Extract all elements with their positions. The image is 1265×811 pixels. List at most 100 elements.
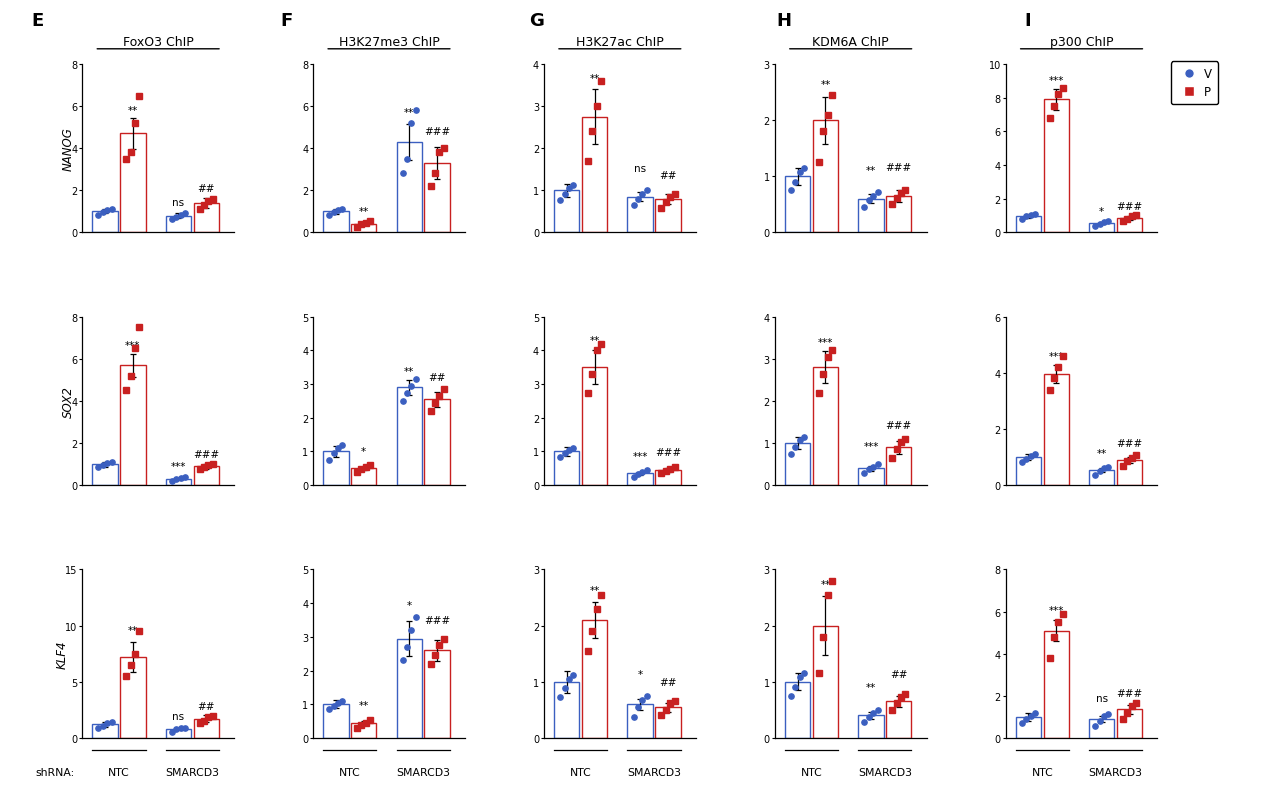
Text: E: E — [32, 12, 44, 30]
Text: **: ** — [404, 367, 415, 376]
Text: *: * — [1099, 206, 1104, 217]
Bar — [655, 470, 681, 486]
Bar — [92, 465, 118, 486]
Bar — [92, 724, 118, 738]
Text: ##: ## — [891, 669, 907, 679]
Text: *: * — [638, 669, 643, 679]
Text: ns: ns — [172, 711, 185, 721]
Text: **: ** — [128, 624, 138, 635]
Text: G: G — [529, 12, 544, 30]
Title: KDM6A ChIP: KDM6A ChIP — [812, 36, 889, 49]
Text: ##: ## — [197, 701, 215, 711]
Bar — [812, 368, 837, 486]
Bar — [554, 682, 579, 738]
Text: ###: ### — [1117, 202, 1142, 212]
Bar — [120, 135, 145, 234]
Bar — [1016, 457, 1041, 486]
Bar — [1117, 461, 1142, 486]
Text: ###: ### — [1117, 439, 1142, 448]
Bar — [1016, 217, 1041, 234]
Text: SMARCD3: SMARCD3 — [166, 766, 219, 777]
Bar — [120, 366, 145, 486]
Text: **: ** — [1097, 448, 1107, 458]
Text: **: ** — [589, 585, 600, 595]
Bar — [858, 469, 883, 486]
Bar — [352, 723, 377, 738]
Text: **: ** — [404, 108, 415, 118]
Text: ***: *** — [817, 337, 834, 348]
Bar — [397, 639, 423, 738]
Text: SMARCD3: SMARCD3 — [858, 766, 912, 777]
Text: SMARCD3: SMARCD3 — [1089, 766, 1142, 777]
Text: ***: *** — [1049, 352, 1064, 362]
Title: p300 ChIP: p300 ChIP — [1050, 36, 1113, 49]
Text: NTC: NTC — [108, 766, 130, 777]
Bar — [554, 191, 579, 234]
Bar — [352, 469, 377, 486]
Bar — [194, 719, 219, 738]
Text: ###: ### — [1117, 688, 1142, 698]
Bar — [627, 704, 653, 738]
Bar — [166, 479, 191, 486]
Bar — [166, 729, 191, 738]
Title: FoxO3 ChIP: FoxO3 ChIP — [123, 36, 194, 49]
Bar — [886, 197, 912, 234]
Bar — [1117, 710, 1142, 738]
Text: ###: ### — [424, 616, 450, 625]
Bar — [92, 212, 118, 234]
Text: ns: ns — [1095, 693, 1108, 703]
Bar — [1016, 717, 1041, 738]
Text: ###: ### — [655, 447, 681, 457]
Bar — [886, 448, 912, 486]
Text: ***: *** — [125, 341, 140, 351]
Bar — [425, 400, 450, 486]
Text: **: ** — [865, 166, 877, 176]
Bar — [784, 682, 810, 738]
Text: shRNA:: shRNA: — [35, 766, 75, 777]
Bar — [627, 197, 653, 234]
Bar — [1117, 219, 1142, 234]
Y-axis label: KLF4: KLF4 — [56, 640, 68, 668]
Bar — [194, 466, 219, 486]
Bar — [858, 200, 883, 234]
Bar — [1089, 719, 1114, 738]
Text: **: ** — [865, 682, 877, 692]
Title: H3K27ac ChIP: H3K27ac ChIP — [576, 36, 664, 49]
Title: H3K27me3 ChIP: H3K27me3 ChIP — [339, 36, 439, 49]
Bar — [425, 164, 450, 234]
Text: *: * — [361, 446, 367, 456]
Bar — [582, 118, 607, 234]
Bar — [1044, 375, 1069, 486]
Text: **: ** — [589, 74, 600, 84]
Bar — [323, 704, 348, 738]
Bar — [120, 657, 145, 738]
Text: NTC: NTC — [339, 766, 361, 777]
Text: **: ** — [128, 105, 138, 115]
Text: NTC: NTC — [569, 766, 592, 777]
Bar — [554, 452, 579, 486]
Text: ###: ### — [194, 449, 219, 459]
Text: **: ** — [820, 80, 831, 90]
Text: SMARCD3: SMARCD3 — [627, 766, 681, 777]
Bar — [582, 620, 607, 738]
Bar — [655, 707, 681, 738]
Text: ###: ### — [424, 127, 450, 136]
Bar — [784, 177, 810, 234]
Bar — [323, 212, 348, 234]
Text: ###: ### — [886, 162, 912, 173]
Bar — [323, 452, 348, 486]
Y-axis label: SOX2: SOX2 — [62, 385, 75, 418]
Text: I: I — [1025, 12, 1031, 30]
Text: F: F — [281, 12, 293, 30]
Text: SMARCD3: SMARCD3 — [396, 766, 450, 777]
Text: ##: ## — [197, 184, 215, 195]
Bar — [397, 388, 423, 486]
Text: ###: ### — [886, 420, 912, 430]
Legend: V, P: V, P — [1171, 62, 1218, 105]
Text: ns: ns — [172, 198, 185, 208]
Bar — [627, 474, 653, 486]
Bar — [352, 225, 377, 234]
Bar — [1089, 470, 1114, 486]
Bar — [812, 626, 837, 738]
Text: ns: ns — [634, 165, 646, 174]
